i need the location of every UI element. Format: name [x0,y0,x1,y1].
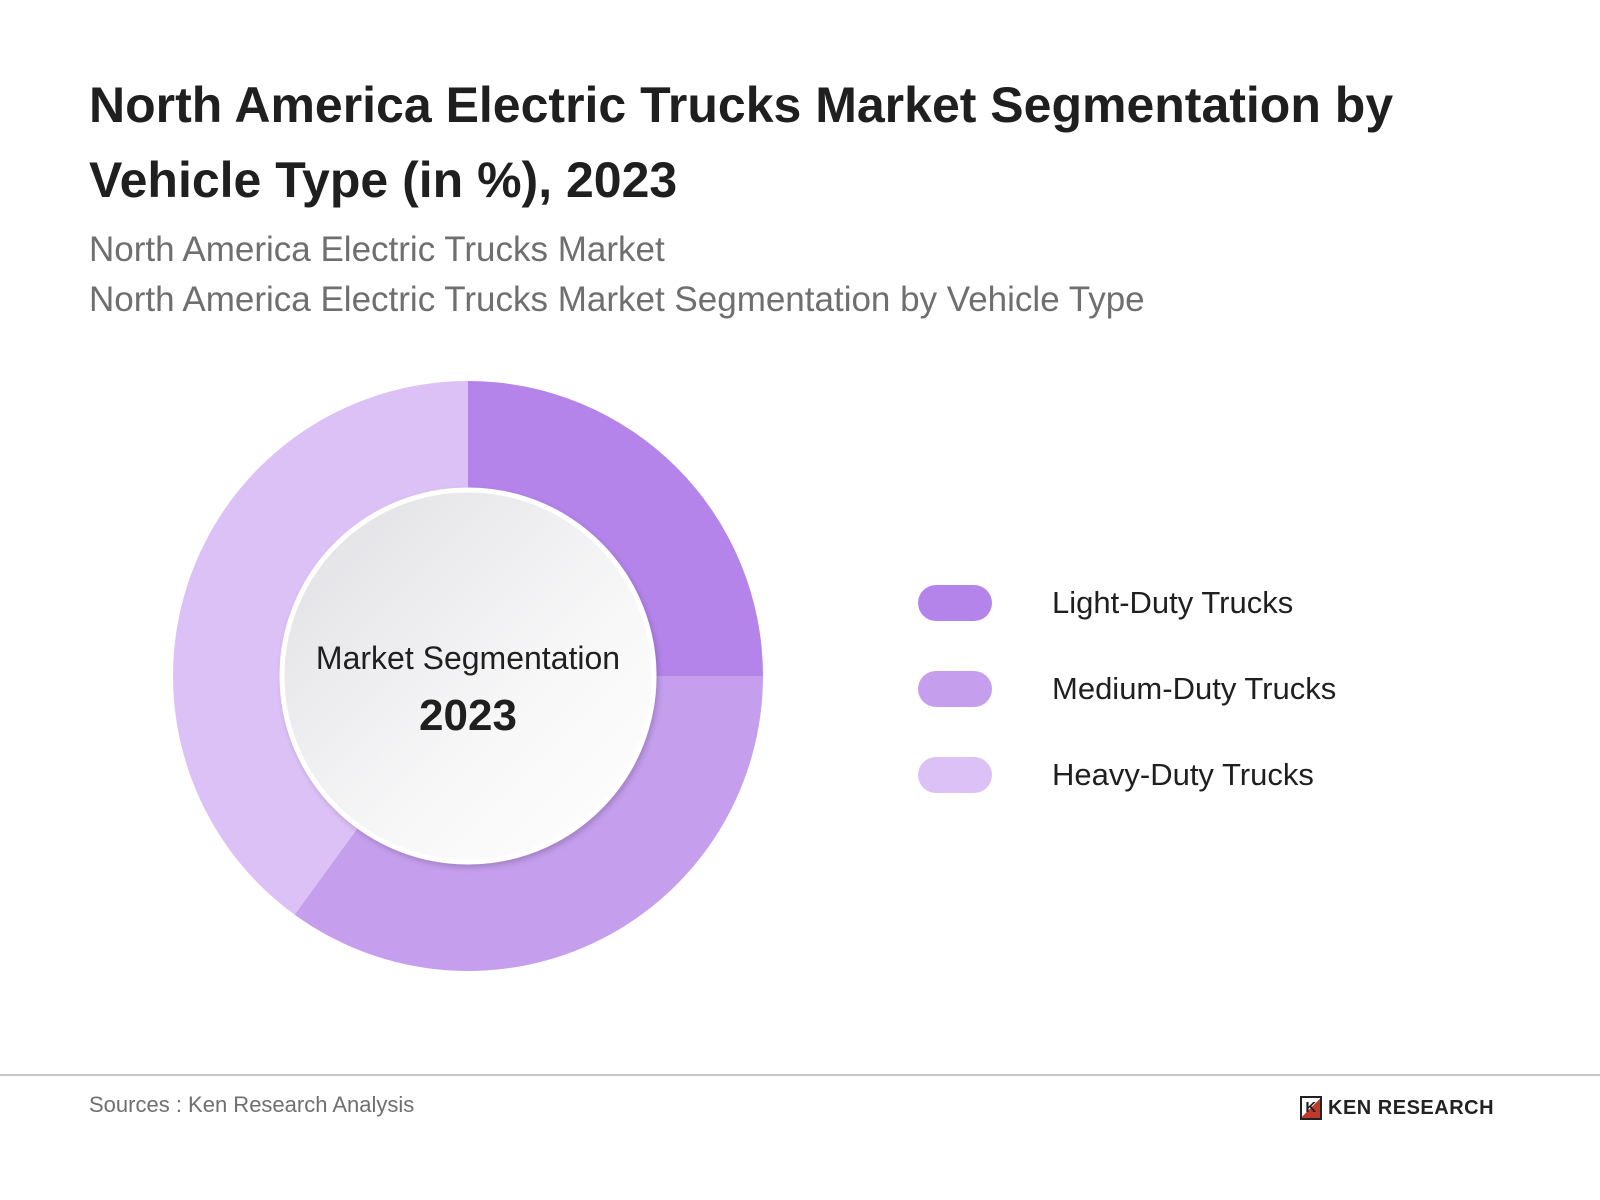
ken-research-logo: K KEN RESEARCH [1300,1096,1494,1120]
legend-label: Heavy-Duty Trucks [1052,757,1314,792]
center-label: Market Segmentation [316,640,620,676]
center-value: 2023 [419,691,517,740]
legend-swatch [918,585,992,621]
chart-title: North America Electric Trucks Market Seg… [89,77,1394,208]
donut-chart: Market Segmentation 2023 [172,381,763,972]
legend: Light-Duty Trucks Medium-Duty Trucks Hea… [918,560,1336,818]
logo-mark-icon: K [1300,1096,1322,1120]
donut-center [279,487,657,865]
legend-label: Light-Duty Trucks [1052,585,1294,620]
footer-divider [0,1074,1600,1076]
legend-swatch [918,671,992,707]
source-note: Sources : Ken Research Analysis [89,1092,415,1117]
logo-text: KEN RESEARCH [1328,1096,1495,1119]
legend-item-light-duty: Light-Duty Trucks [918,560,1336,646]
chart-subtitle: North America Electric Trucks Market [89,230,665,269]
chart-subtitle-2: North America Electric Trucks Market Seg… [89,280,1145,319]
slice-light-duty [468,381,763,676]
legend-label: Medium-Duty Trucks [1052,671,1337,706]
legend-item-heavy-duty: Heavy-Duty Trucks [918,732,1336,818]
legend-item-medium-duty: Medium-Duty Trucks [918,646,1336,732]
legend-swatch [918,757,992,793]
